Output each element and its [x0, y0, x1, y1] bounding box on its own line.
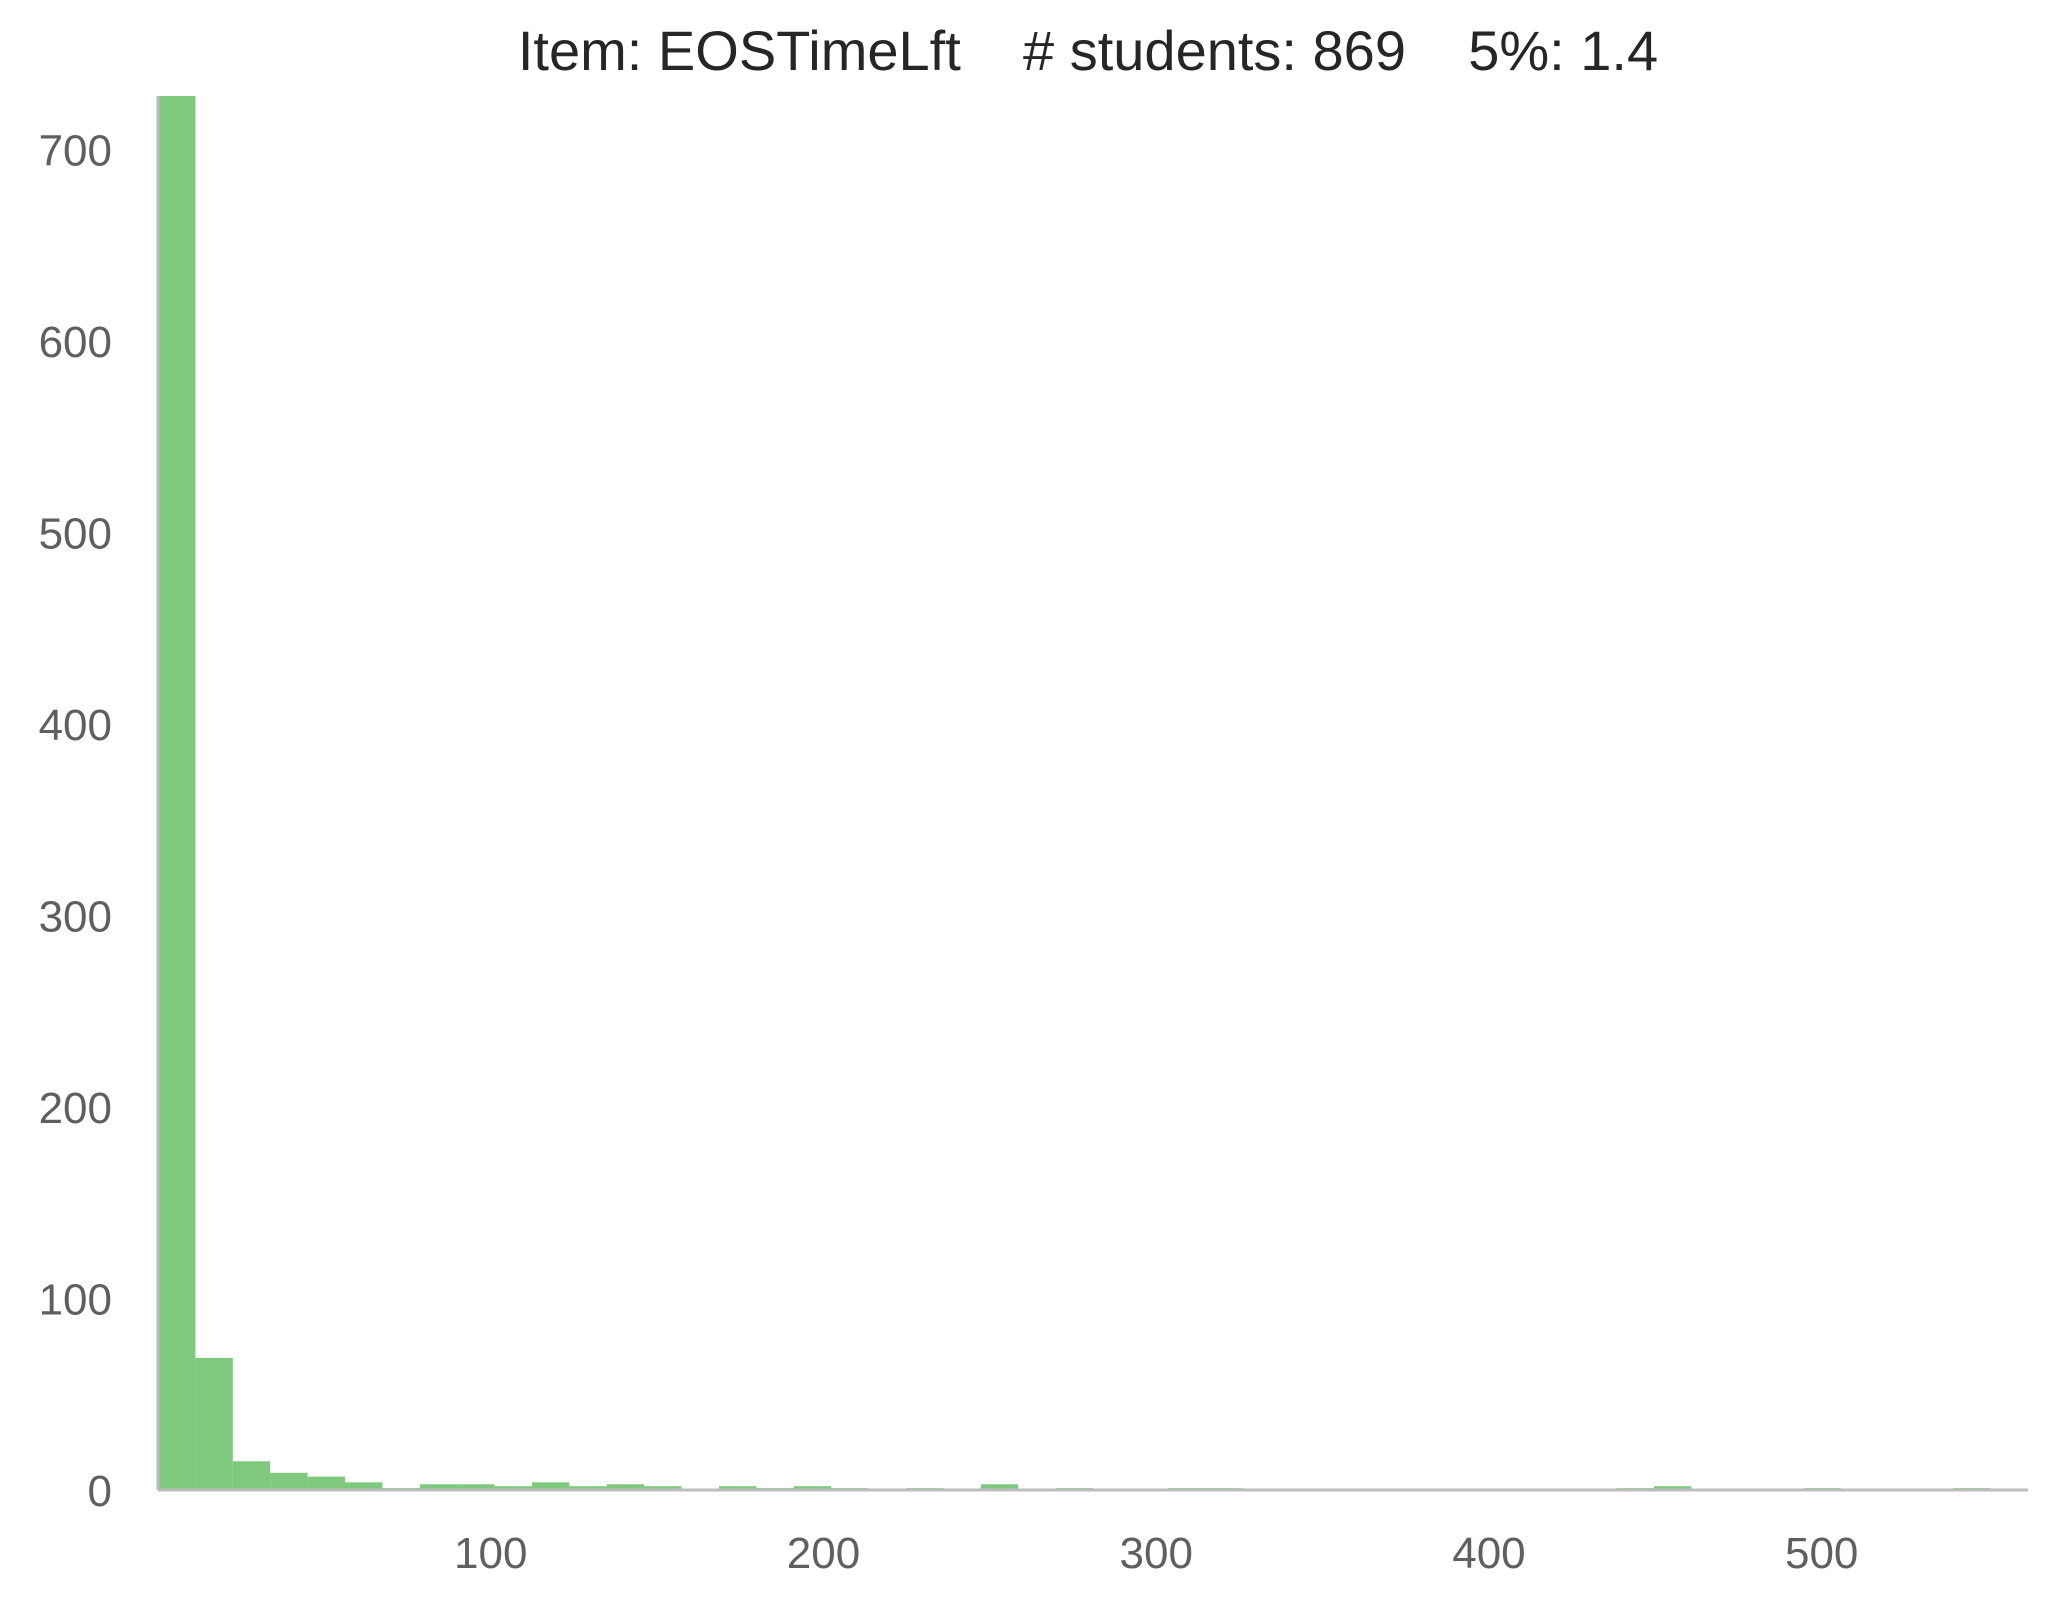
y-tick-label: 700 [39, 127, 112, 176]
y-tick-label: 300 [39, 893, 112, 942]
x-tick-label: 300 [1120, 1529, 1193, 1578]
y-axis-tick-labels: 0 100 200 300 400 500 600 700 [39, 127, 112, 1516]
histogram-bar [457, 1484, 495, 1490]
y-tick-label: 0 [88, 1467, 112, 1516]
histogram-bar [644, 1486, 682, 1490]
y-tick-label: 400 [39, 701, 112, 750]
y-tick-label: 200 [39, 1084, 112, 1133]
histogram-bar [532, 1482, 570, 1490]
y-tick-label: 100 [39, 1276, 112, 1325]
y-tick-label: 600 [39, 318, 112, 367]
histogram-bar [345, 1482, 383, 1490]
histogram-bar [606, 1484, 645, 1490]
histogram-bar [569, 1486, 607, 1490]
histogram-bar [158, 96, 196, 1490]
x-tick-label: 200 [787, 1529, 860, 1578]
histogram-bar [980, 1484, 1019, 1490]
x-tick-label: 500 [1785, 1529, 1858, 1578]
histogram-bars [158, 96, 1991, 1490]
x-tick-label: 100 [454, 1529, 527, 1578]
histogram-bar [232, 1461, 271, 1490]
x-axis-tick-labels: 100 200 300 400 500 [454, 1529, 1858, 1578]
y-tick-label: 500 [39, 510, 112, 559]
histogram-bar [494, 1486, 532, 1490]
chart-title: Item: EOSTimeLft # students: 869 5%: 1.4 [518, 19, 1658, 82]
histogram-bar [1654, 1486, 1692, 1490]
histogram-bar [419, 1484, 458, 1490]
x-tick-label: 400 [1452, 1529, 1525, 1578]
histogram-bar [270, 1472, 308, 1490]
histogram-bar [195, 1357, 233, 1490]
histogram-bar [307, 1476, 345, 1490]
histogram-bar [793, 1486, 832, 1490]
histogram-bar [719, 1486, 757, 1490]
